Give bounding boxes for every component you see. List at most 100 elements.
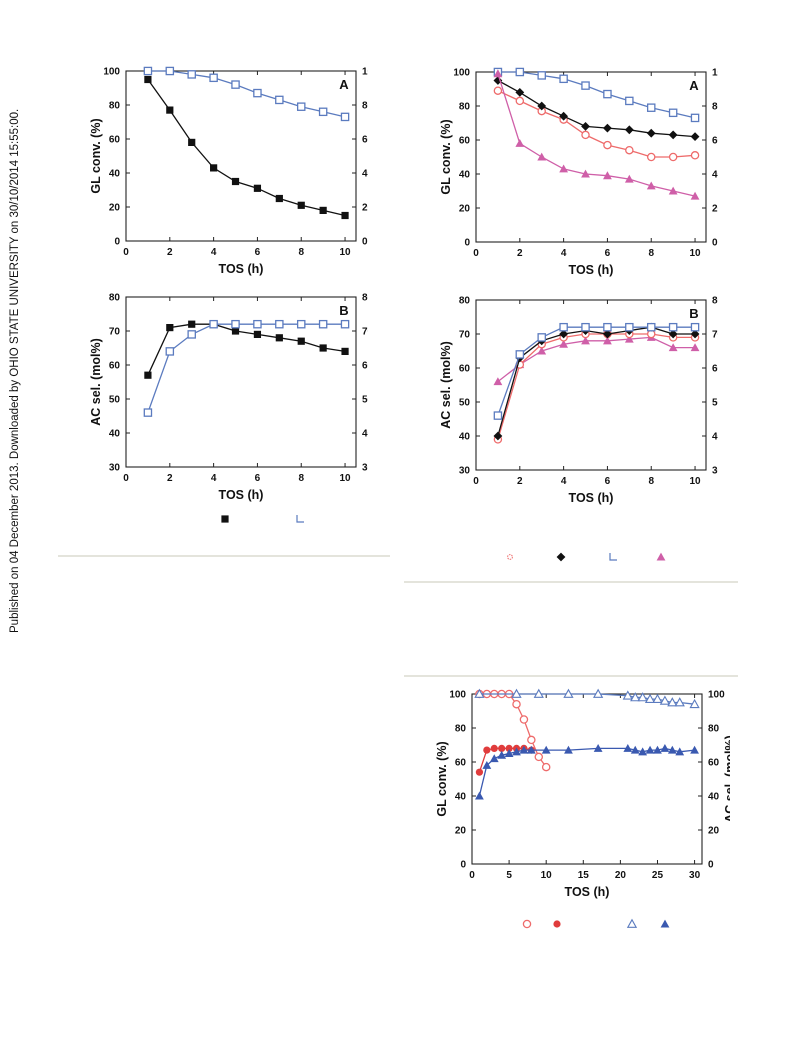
- series-4-point: [625, 322, 634, 332]
- series-1-point: [534, 752, 544, 762]
- series-4-point: [559, 164, 569, 173]
- series-4-point: [497, 750, 507, 759]
- x-tick-label: 4: [211, 247, 217, 258]
- series-1-point: [541, 762, 551, 772]
- plot-frame: [125, 70, 357, 242]
- series-1-point: [319, 344, 327, 352]
- series-3-point: [652, 693, 663, 704]
- x-axis-label: TOS (h): [565, 885, 610, 899]
- legend-marker: [626, 918, 638, 928]
- series-1-point: [581, 130, 590, 140]
- x-axis-label: TOS (h): [219, 488, 264, 502]
- series-2-line: [147, 323, 345, 413]
- series-3-point: [667, 697, 678, 707]
- x-tick-label: 15: [578, 870, 590, 881]
- y2-tick-label: 100: [712, 68, 718, 79]
- y2-tick-label: 100: [708, 690, 725, 701]
- series-1-point: [231, 327, 240, 335]
- series-4-point: [493, 69, 503, 78]
- series-2-point: [668, 130, 678, 140]
- y-tick-label: 20: [109, 203, 121, 214]
- series-4-point: [668, 186, 678, 195]
- legend-marker: [553, 920, 561, 928]
- series-2-point: [690, 132, 700, 141]
- series-1-point: [603, 336, 612, 345]
- x-tick-label: 4: [561, 248, 567, 259]
- series-2-line: [147, 70, 346, 118]
- series-1-line: [497, 90, 696, 158]
- y2-tick-label: 80: [362, 293, 368, 304]
- legend-marker: [656, 552, 666, 561]
- x-tick-label: 10: [339, 247, 351, 258]
- y2-tick-label: 60: [712, 136, 718, 147]
- series-3-point: [592, 688, 604, 698]
- y-tick-label: 0: [114, 237, 120, 248]
- series-3-point: [668, 108, 678, 118]
- series-2-point: [231, 319, 240, 329]
- y2-tick-label: 80: [708, 724, 720, 735]
- y2-tick-label: 80: [712, 296, 718, 307]
- series-1-points: [144, 320, 349, 379]
- series-1-point: [144, 371, 152, 379]
- series-4-point: [581, 169, 590, 178]
- x-tick-label: 2: [167, 473, 173, 484]
- y-tick-label: 60: [109, 361, 121, 372]
- panel-label: B: [339, 303, 348, 318]
- plot-frame: [475, 299, 707, 471]
- series-4-point: [541, 745, 551, 754]
- x-tick-label: 6: [605, 248, 611, 259]
- x-tick-label: 25: [652, 870, 664, 881]
- series-2-point: [165, 347, 175, 356]
- x-axis-label: TOS (h): [219, 262, 264, 276]
- series-1-point: [527, 735, 536, 745]
- series-3-point: [603, 89, 612, 99]
- series-2-line: [497, 79, 696, 138]
- y2-tick-label: 70: [362, 327, 368, 338]
- series-4-point: [515, 139, 525, 147]
- series-1-point: [166, 324, 174, 332]
- series-2-point: [275, 95, 284, 105]
- y2-tick-label: 20: [712, 204, 718, 215]
- y-tick-label: 70: [109, 327, 121, 338]
- series-4-point: [660, 744, 670, 752]
- x-tick-label: 5: [506, 870, 512, 881]
- x-tick-label: 6: [255, 473, 261, 484]
- x-axis-label: TOS (h): [569, 263, 614, 277]
- series-4-point: [482, 761, 492, 769]
- y2-tick-label: 80: [712, 102, 718, 113]
- series-3-point: [563, 688, 574, 698]
- plot-frame: [471, 693, 703, 865]
- series-2-point: [296, 319, 306, 329]
- legend-marker: [660, 919, 670, 928]
- y2-tick-label: 30: [712, 466, 718, 477]
- series-1-point: [188, 138, 196, 146]
- series-4-point: [581, 322, 590, 332]
- series-4-point: [559, 322, 568, 332]
- series-2-point: [498, 744, 506, 752]
- x-tick-label: 0: [473, 476, 479, 487]
- x-tick-label: 10: [541, 870, 553, 881]
- series-1-point: [493, 377, 503, 386]
- legend-bottom: [522, 918, 670, 929]
- y-tick-label: 20: [459, 204, 471, 215]
- series-2-point: [515, 88, 525, 97]
- series-2-point: [231, 80, 240, 89]
- series-1-point: [144, 75, 152, 84]
- series-2-point: [275, 319, 284, 329]
- series-2-point: [490, 744, 498, 752]
- x-tick-label: 10: [339, 473, 351, 484]
- series-1-line: [147, 323, 346, 376]
- y-tick-label: 80: [459, 102, 471, 113]
- series-3-point: [603, 329, 612, 339]
- y2-tick-label: 60: [708, 758, 720, 769]
- series-1-point: [519, 715, 529, 724]
- y2-tick-label: 40: [362, 429, 368, 440]
- series-2-point: [340, 319, 350, 329]
- y-axis-label: AC sel. (mol%): [439, 341, 453, 429]
- series-2-point: [143, 66, 153, 76]
- x-tick-label: 10: [689, 248, 701, 259]
- y-tick-label: 40: [455, 792, 467, 803]
- y2-tick-label: 0: [362, 237, 368, 248]
- series-4-point: [630, 745, 640, 754]
- series-4-point: [504, 749, 514, 758]
